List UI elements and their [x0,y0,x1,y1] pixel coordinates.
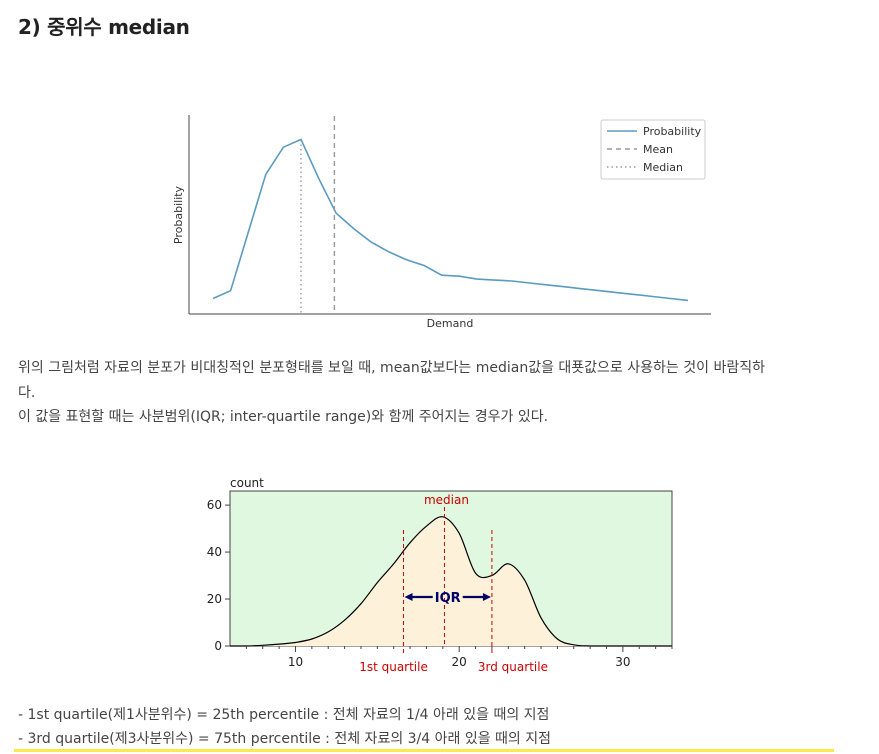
legend: Probability Mean Median [600,119,706,180]
q1-label: 1st quartile [359,660,428,674]
demand-probability-chart: Probability Demand Probability Mean Medi… [172,115,711,330]
bullet-2: - 3rd quartile(제3사분위수) = 75th percentile… [18,731,552,747]
iqr-label: IQR [435,591,461,606]
x-tick-label: 20 [452,655,467,669]
q3-label: 3rd quartile [478,660,548,674]
x-axis-label: Demand [427,317,474,330]
y-tick-label: 0 [214,639,222,653]
y-axis-label: Probability [172,185,185,244]
bullet-1: - 1st quartile(제1사분위수) = 25th percentile… [18,707,550,723]
iqr-count-chart: count 0 20 40 60 10 20 30 median 1st quartile 3rd… [207,476,673,674]
median-label: median [424,493,469,507]
iqr-arrowhead-left [404,593,413,601]
legend-median-label: Median [643,161,683,174]
y-tick-label: 40 [207,545,222,559]
density-area [230,516,672,646]
y-tick-label: 20 [207,592,222,606]
legend-probability-label: Probability [643,125,702,138]
legend-mean-label: Mean [643,143,673,156]
paragraph-line-2: 다. [18,385,36,401]
paragraph-line-3: 이 값을 표현할 때는 사분범위(IQR; inter-quartile ran… [18,409,549,425]
x-tick-label: 10 [288,655,303,669]
y-axis-label: count [230,476,264,490]
x-tick-label: 30 [615,655,630,669]
iqr-arrowhead-right [482,593,491,601]
y-tick-label: 60 [207,498,222,512]
highlight-underline [14,749,834,752]
section-heading: 2) 중위수 median [18,15,190,39]
density-curve [229,516,672,647]
paragraph-line-1: 위의 그림처럼 자료의 분포가 비대칭적인 분포형태를 보일 때, mean값보… [18,360,765,376]
probability-line [212,138,689,302]
